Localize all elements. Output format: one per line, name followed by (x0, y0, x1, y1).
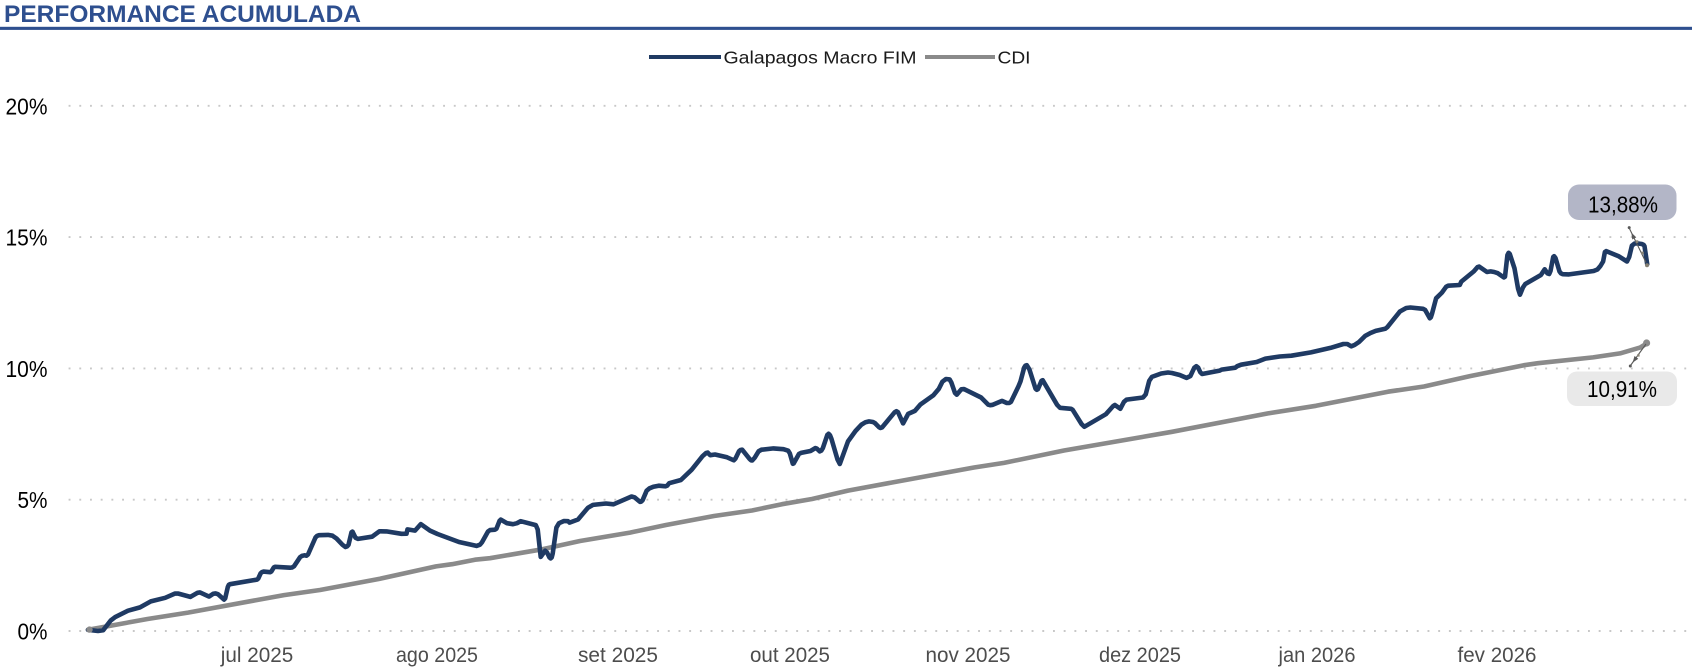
svg-text:PERFORMANCE ACUMULADA: PERFORMANCE ACUMULADA (4, 1, 361, 28)
svg-text:jan 2026: jan 2026 (1278, 643, 1356, 667)
svg-text:fev 2026: fev 2026 (1458, 643, 1537, 667)
svg-text:set 2025: set 2025 (578, 643, 658, 667)
svg-text:nov 2025: nov 2025 (926, 643, 1011, 667)
svg-text:out 2025: out 2025 (750, 643, 830, 667)
svg-text:Galapagos Macro FIM: Galapagos Macro FIM (724, 48, 917, 68)
svg-text:15%: 15% (6, 225, 48, 251)
svg-text:10,91%: 10,91% (1587, 376, 1657, 402)
svg-text:5%: 5% (18, 487, 48, 513)
svg-text:CDI: CDI (998, 48, 1031, 68)
svg-text:0%: 0% (18, 619, 48, 645)
svg-text:10%: 10% (6, 356, 48, 382)
svg-text:dez 2025: dez 2025 (1099, 643, 1181, 667)
svg-text:jul 2025: jul 2025 (220, 643, 293, 667)
svg-text:13,88%: 13,88% (1588, 192, 1658, 218)
svg-text:ago 2025: ago 2025 (396, 643, 478, 667)
svg-text:20%: 20% (6, 93, 48, 119)
